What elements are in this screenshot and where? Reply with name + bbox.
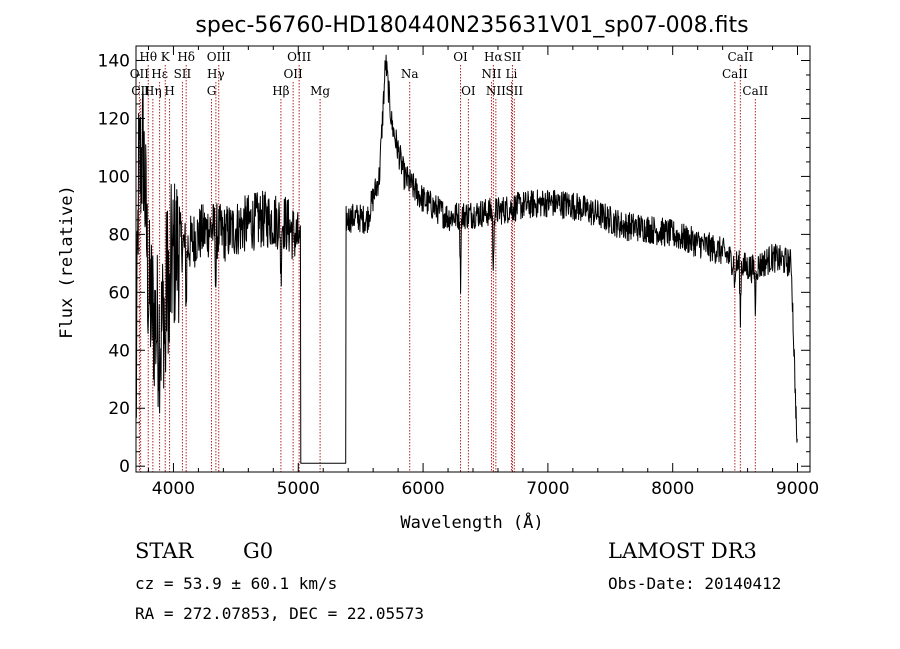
redshift-velocity: cz = 53.9 ± 60.1 km/s <box>135 574 338 593</box>
y-axis: 0 20 40 60 80 100 120 140 <box>98 51 810 477</box>
spectral-line-label: Hγ <box>207 67 225 81</box>
spectral-line-label: Hδ <box>177 50 195 64</box>
spectral-line-label: Mg <box>310 84 330 98</box>
spectral-line-label: Hθ <box>139 50 157 64</box>
spectral-line-label: G <box>207 84 217 98</box>
survey-name: LAMOST DR3 <box>608 539 757 563</box>
spectral-line-label: Hβ <box>272 84 289 98</box>
observation-date: Obs-Date: 20140412 <box>608 574 782 593</box>
y-tick-label: 100 <box>98 167 130 187</box>
spectral-line-label: Hη <box>144 84 162 98</box>
spectral-line-label: K <box>161 50 171 64</box>
spectral-line-label: Hα <box>484 50 503 64</box>
spectral-line-label: NII <box>486 84 506 98</box>
x-axis-label: Wavelength (Å) <box>400 511 543 533</box>
spectral-line-label: CaII <box>742 84 768 98</box>
spectral-line-label: CaII <box>722 67 748 81</box>
y-tick-label: 140 <box>98 51 130 71</box>
y-tick-label: 20 <box>108 399 130 419</box>
y-axis-label: Flux (relative) <box>57 185 77 339</box>
y-tick-label: 0 <box>119 457 130 477</box>
x-tick-label: 9000 <box>776 479 819 499</box>
spectral-line-label: SII <box>174 67 192 81</box>
y-tick-label: 120 <box>98 109 130 129</box>
spectral-line-label: CaII <box>727 50 753 64</box>
x-axis: 4000 5000 6000 7000 8000 9000 <box>147 46 819 499</box>
spectral-line-label: OIII <box>287 50 311 64</box>
spectral-line-label: OII <box>130 67 150 81</box>
spectral-line-label: SII <box>505 84 523 98</box>
spectral-line-label: OIII <box>207 50 231 64</box>
spectral-line-label: OI <box>453 50 468 64</box>
y-tick-label: 80 <box>108 225 130 245</box>
object-subclass: G0 <box>243 539 274 563</box>
spectral-line-label: H <box>164 84 174 98</box>
chart-title: spec-56760-HD180440N235631V01_sp07-008.f… <box>195 13 748 38</box>
x-tick-label: 6000 <box>401 479 444 499</box>
plot-frame <box>135 45 811 473</box>
coordinates: RA = 272.07853, DEC = 22.05573 <box>135 604 424 623</box>
x-tick-label: 8000 <box>651 479 694 499</box>
spectral-line-label: Li <box>506 67 518 81</box>
spectral-line-label: Na <box>401 67 419 81</box>
spectral-line-label: NII <box>481 67 501 81</box>
x-tick-label: 4000 <box>152 479 195 499</box>
spectral-line-label: SII <box>504 50 522 64</box>
spectrum-series <box>135 54 798 464</box>
y-tick-label: 60 <box>108 283 130 303</box>
spectral-line-markers <box>138 65 756 472</box>
spectral-line-label: Hε <box>151 67 168 81</box>
y-tick-label: 40 <box>108 341 130 361</box>
spectral-line-label: OI <box>461 84 476 98</box>
x-tick-label: 5000 <box>277 479 320 499</box>
object-class: STAR <box>135 539 194 563</box>
spectral-line-label: OII <box>283 67 303 81</box>
x-tick-label: 7000 <box>526 479 569 499</box>
